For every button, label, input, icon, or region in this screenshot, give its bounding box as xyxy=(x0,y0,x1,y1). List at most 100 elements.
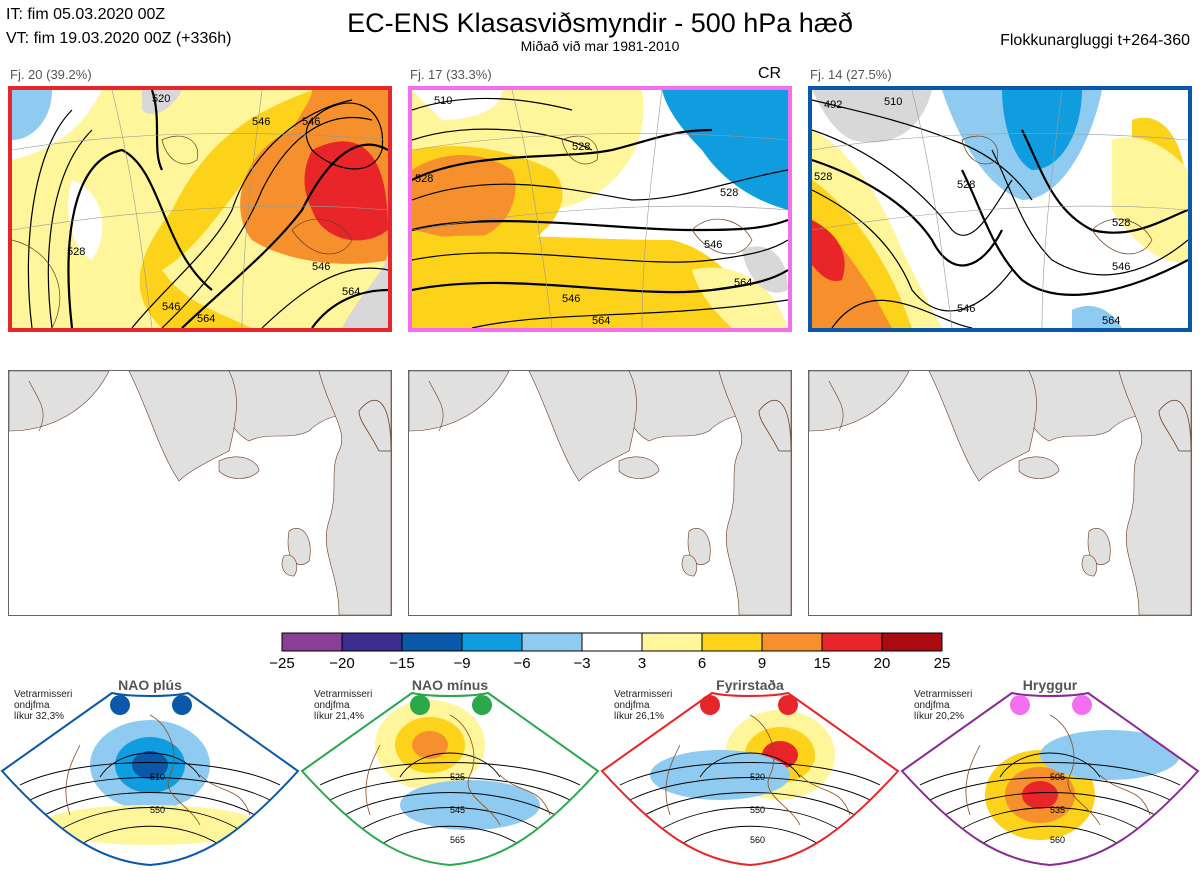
regime-contour-label: 510 xyxy=(150,772,165,782)
colorbar xyxy=(281,632,943,652)
regime-note-line: líkur 26,1% xyxy=(614,711,665,722)
empty-map-panel-1 xyxy=(8,370,392,616)
regime-contour-label: 560 xyxy=(750,835,765,845)
regime-map[interactable]: 525 545 565 xyxy=(300,685,600,871)
cluster-2-contour-label: 510 xyxy=(434,95,452,107)
cluster-3-contour-label: 510 xyxy=(884,96,902,108)
colorbar-cell xyxy=(401,632,463,652)
cluster-1-contour-label: 564 xyxy=(342,286,360,298)
regime-probability-note: Vetrarmisseri ondjfma líkur 32,3% xyxy=(14,689,72,722)
page-subtitle: Miðað við mar 1981-2010 xyxy=(520,38,680,54)
colorbar-tick-label: −20 xyxy=(329,655,355,672)
cluster-3-contour-label: 528 xyxy=(957,179,975,191)
cluster-2-contour-label: 564 xyxy=(734,277,752,289)
regime-note-line: ondjfma xyxy=(914,700,950,711)
colorbar-cell xyxy=(521,632,583,652)
regime-contour-label: 565 xyxy=(450,835,465,845)
regime-probability-note: Vetrarmisseri ondjfma líkur 20,2% xyxy=(914,689,972,722)
cluster-3-contour-label: 546 xyxy=(957,303,975,315)
colorbar-tick-label: 3 xyxy=(637,655,647,672)
regime-note-line: Vetrarmisseri xyxy=(614,689,673,700)
regime-map[interactable]: 520 550 560 xyxy=(600,685,900,871)
regime-marker-dot xyxy=(172,695,192,715)
colorbar-cell xyxy=(461,632,523,652)
regime-contour-label: 535 xyxy=(1050,805,1065,815)
colorbar-tick-label: 6 xyxy=(697,655,707,672)
initial-time: IT: fim 05.03.2020 00Z xyxy=(6,6,166,23)
regime-map[interactable]: 505 535 560 xyxy=(900,685,1200,871)
cluster-1-map[interactable]: 520 546 546 528 546 564 546 564 xyxy=(8,86,392,332)
cluster-1-contour-label: 546 xyxy=(252,116,270,128)
regime-contour-label: 520 xyxy=(750,772,765,782)
colorbar-cell xyxy=(821,632,883,652)
regime-note-line: líkur 32,3% xyxy=(14,711,65,722)
regime-name: NAO mínus xyxy=(411,677,489,693)
regime-map[interactable]: 510 550 xyxy=(0,685,300,871)
control-run-tag: CR xyxy=(758,65,782,82)
colorbar-cell xyxy=(761,632,823,652)
colorbar-tick-label: 25 xyxy=(933,655,951,672)
cluster-2-contour-label: 528 xyxy=(572,141,590,153)
regime-contour-label: 550 xyxy=(750,805,765,815)
cluster-1-contour-label: 528 xyxy=(67,246,85,258)
colorbar-cell xyxy=(881,632,943,652)
regime-contour-label: 560 xyxy=(1050,835,1065,845)
cluster-3-contour-label: 528 xyxy=(1112,217,1130,229)
regime-note-line: líkur 20,2% xyxy=(914,711,965,722)
empty-map-panel-2 xyxy=(408,370,792,616)
valid-time: VT: fim 19.03.2020 00Z (+336h) xyxy=(6,30,232,47)
colorbar-cell xyxy=(581,632,643,652)
regime-marker-dot xyxy=(778,695,798,715)
cluster-1-contour-label: 520 xyxy=(152,93,170,105)
colorbar-cell xyxy=(641,632,703,652)
cluster-2-contour-label: 528 xyxy=(415,173,433,185)
cluster-2-contour-label: 546 xyxy=(562,293,580,305)
colorbar-cell xyxy=(281,632,343,652)
regime-probability-note: Vetrarmisseri ondjfma líkur 26,1% xyxy=(614,689,672,722)
cluster-1-contour-label: 546 xyxy=(302,116,320,128)
cluster-3-map[interactable]: 492 510 528 528 528 546 546 564 xyxy=(808,86,1192,332)
colorbar-tick-label: 20 xyxy=(873,655,891,672)
regime-marker-dot xyxy=(1072,695,1092,715)
regime-marker-dot xyxy=(410,695,430,715)
regime-marker-dot xyxy=(110,695,130,715)
regime-marker-dot xyxy=(1010,695,1030,715)
colorbar-cell xyxy=(701,632,763,652)
cluster-2-label: Fj. 17 (33.3%) xyxy=(410,67,492,82)
regime-contour-label: 550 xyxy=(150,805,165,815)
colorbar-tick-label: −6 xyxy=(513,655,531,672)
regime-note-line: Vetrarmisseri xyxy=(14,689,73,700)
cluster-1-label: Fj. 20 (39.2%) xyxy=(10,67,92,82)
cluster-3-contour-label: 564 xyxy=(1102,315,1120,327)
cluster-3-contour-label: 546 xyxy=(1112,261,1130,273)
clustering-window: Flokkunargluggi t+264-360 xyxy=(1000,32,1190,49)
colorbar-tick-label: 15 xyxy=(813,655,831,672)
colorbar-tick-label: −25 xyxy=(269,655,295,672)
colorbar-tick-label: −15 xyxy=(389,655,415,672)
cluster-2-contour-label: 564 xyxy=(592,315,610,327)
cluster-3-contour-label: 528 xyxy=(814,171,832,183)
cluster-3-label: Fj. 14 (27.5%) xyxy=(810,67,892,82)
regime-note-line: ondjfma xyxy=(14,700,50,711)
regime-note-line: líkur 21,4% xyxy=(314,711,365,722)
regime-contour-label: 505 xyxy=(1050,772,1065,782)
cluster-2-contour-label: 546 xyxy=(704,239,722,251)
cluster-2-map[interactable]: 510 528 528 528 546 546 564 564 xyxy=(408,86,792,332)
regime-name: Hryggur xyxy=(1022,677,1078,693)
regime-contour-label: 525 xyxy=(450,772,465,782)
regime-marker-dot xyxy=(700,695,720,715)
empty-map-panel-3 xyxy=(808,370,1192,616)
cluster-1-contour-label: 546 xyxy=(162,301,180,313)
cluster-2-contour-label: 528 xyxy=(720,187,738,199)
colorbar-tick-label: −3 xyxy=(573,655,591,672)
colorbar-cell xyxy=(341,632,403,652)
regime-note-line: ondjfma xyxy=(614,700,650,711)
regime-note-line: Vetrarmisseri xyxy=(914,689,973,700)
regime-contour-label: 545 xyxy=(450,805,465,815)
cluster-1-contour-label: 564 xyxy=(197,313,215,325)
cluster-1-contour-label: 546 xyxy=(312,261,330,273)
regime-note-line: ondjfma xyxy=(314,700,350,711)
colorbar-tick-label: −9 xyxy=(453,655,471,672)
regime-name: NAO plús xyxy=(118,677,182,693)
regime-probability-note: Vetrarmisseri ondjfma líkur 21,4% xyxy=(314,689,372,722)
